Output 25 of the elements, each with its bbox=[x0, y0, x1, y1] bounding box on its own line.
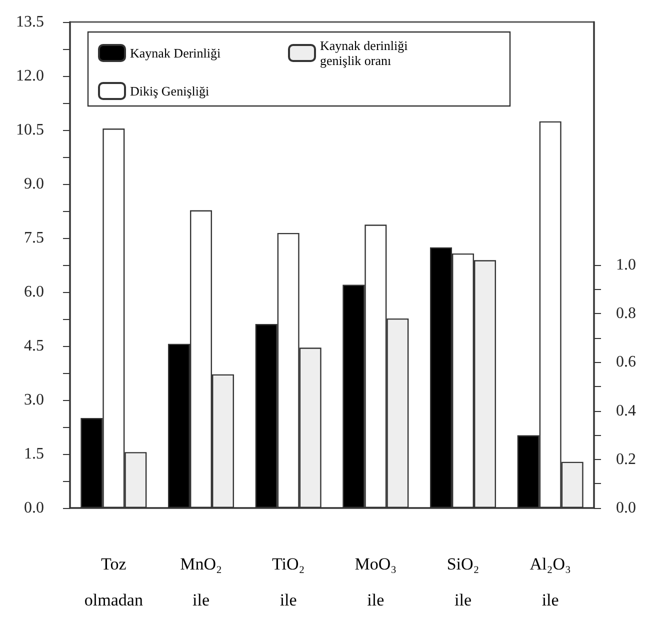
x-tick-label: Al₂O₃ ile bbox=[530, 554, 571, 610]
y-tick-label: 6.0 bbox=[24, 284, 44, 300]
y2-tick-label: 0.0 bbox=[616, 500, 636, 516]
y2-tick-label: 1.0 bbox=[616, 256, 636, 274]
y-tick-label: 13.5 bbox=[16, 14, 44, 30]
legend-label: Dikiş Genişliği bbox=[130, 84, 210, 98]
y2-tick-label: 0.2 bbox=[616, 450, 636, 468]
y-tick-label: 1.5 bbox=[24, 446, 44, 462]
y-tick-label: 9.0 bbox=[24, 176, 44, 192]
y-tick-label: 10.5 bbox=[16, 122, 44, 138]
x-tick-label: MoO₃ ile bbox=[354, 554, 397, 610]
legend-label: Kaynak derinliği genişlik oranı bbox=[320, 38, 408, 68]
y-tick-label: 0.0 bbox=[24, 500, 44, 516]
x-tick-label: TiO₂ ile bbox=[272, 554, 305, 610]
y2-tick-label: 0.8 bbox=[616, 305, 636, 322]
x-tick-label: SiO₂ ile bbox=[446, 554, 480, 610]
x-tick-label: MnO₂ ile bbox=[180, 554, 222, 610]
y-tick-label: 7.5 bbox=[24, 230, 44, 246]
x-tick-label: Toz olmadan bbox=[84, 554, 144, 610]
y-tick-label: 4.5 bbox=[24, 338, 44, 354]
y-tick-label: 3.0 bbox=[24, 392, 44, 408]
y2-tick-label: 0.4 bbox=[616, 402, 636, 420]
y-tick-label: 12.0 bbox=[16, 68, 44, 84]
y2-tick-label: 0.6 bbox=[616, 354, 636, 371]
legend-label: Kaynak Derinliği bbox=[130, 46, 221, 60]
